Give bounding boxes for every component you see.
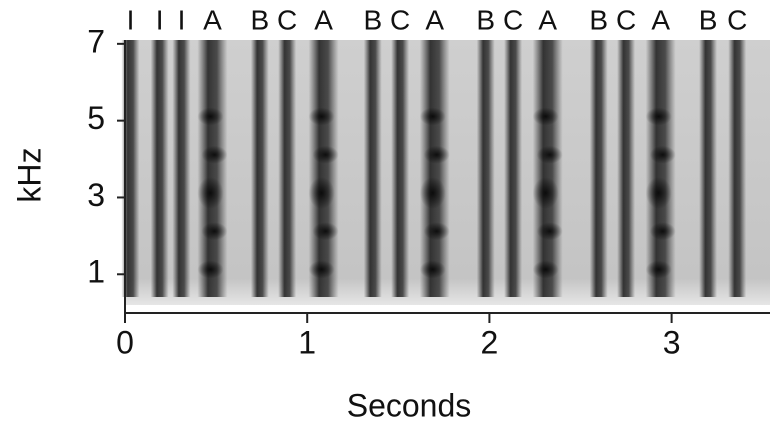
syllable-label: I bbox=[127, 4, 135, 35]
syllable-label: B bbox=[699, 4, 718, 35]
syllable-label: C bbox=[727, 4, 747, 35]
syllable-band bbox=[699, 40, 718, 297]
harmonic bbox=[649, 145, 676, 164]
syllable-band bbox=[504, 40, 523, 297]
syllable-label: B bbox=[363, 4, 382, 35]
y-axis-label: kHz bbox=[11, 147, 47, 202]
harmonic bbox=[312, 145, 339, 164]
syllable-label: A bbox=[651, 4, 670, 35]
syllable-band bbox=[150, 40, 169, 297]
harmonic bbox=[645, 107, 672, 126]
syllable-label: I bbox=[156, 4, 164, 35]
syllable-band bbox=[363, 40, 382, 297]
x-tick-label: 1 bbox=[298, 324, 316, 360]
syllable-label: C bbox=[616, 4, 636, 35]
syllable-band bbox=[172, 40, 191, 297]
syllable-band bbox=[278, 40, 297, 297]
y-tick-label: 7 bbox=[87, 23, 105, 59]
syllable-band bbox=[532, 40, 563, 297]
syllable-band bbox=[197, 40, 228, 297]
harmonic bbox=[308, 260, 335, 279]
harmonic bbox=[423, 145, 450, 164]
harmonic bbox=[532, 177, 559, 209]
syllable-label: B bbox=[250, 4, 269, 35]
spectrogram bbox=[121, 40, 747, 297]
harmonic bbox=[649, 222, 676, 241]
syllable-label: C bbox=[277, 4, 297, 35]
harmonic bbox=[423, 222, 450, 241]
syllable-band bbox=[728, 40, 747, 297]
syllable-label: I bbox=[178, 4, 186, 35]
x-tick-label: 2 bbox=[481, 324, 499, 360]
harmonic bbox=[201, 145, 228, 164]
harmonic bbox=[197, 260, 224, 279]
harmonic bbox=[419, 260, 446, 279]
syllable-label: B bbox=[589, 4, 608, 35]
harmonic bbox=[419, 107, 446, 126]
x-tick-label: 3 bbox=[663, 324, 681, 360]
harmonic bbox=[308, 107, 335, 126]
x-tick-label: 0 bbox=[116, 324, 134, 360]
harmonic bbox=[308, 177, 335, 209]
harmonic bbox=[536, 145, 563, 164]
harmonic bbox=[536, 222, 563, 241]
syllable-band bbox=[645, 40, 676, 297]
syllable-label: A bbox=[538, 4, 557, 35]
syllable-label: A bbox=[203, 4, 222, 35]
syllable-label: B bbox=[476, 4, 495, 35]
syllable-band bbox=[589, 40, 608, 297]
syllable-band bbox=[308, 40, 339, 297]
harmonic bbox=[419, 177, 446, 209]
harmonic bbox=[645, 177, 672, 209]
syllable-band bbox=[617, 40, 636, 297]
harmonic bbox=[312, 222, 339, 241]
y-tick-label: 5 bbox=[87, 100, 105, 136]
syllable-band bbox=[391, 40, 410, 297]
syllable-label: A bbox=[314, 4, 333, 35]
harmonic bbox=[197, 107, 224, 126]
harmonic bbox=[197, 177, 224, 209]
harmonic bbox=[532, 107, 559, 126]
syllable-band bbox=[250, 40, 269, 297]
syllable-label: C bbox=[390, 4, 410, 35]
harmonic bbox=[645, 260, 672, 279]
syllable-band bbox=[476, 40, 495, 297]
y-tick-label: 1 bbox=[87, 254, 105, 290]
harmonic bbox=[532, 260, 559, 279]
syllable-band bbox=[419, 40, 450, 297]
harmonic bbox=[201, 222, 228, 241]
syllable-label: C bbox=[503, 4, 523, 35]
y-tick-label: 3 bbox=[87, 177, 105, 213]
syllable-label: A bbox=[425, 4, 444, 35]
x-axis-label: Seconds bbox=[347, 387, 472, 423]
